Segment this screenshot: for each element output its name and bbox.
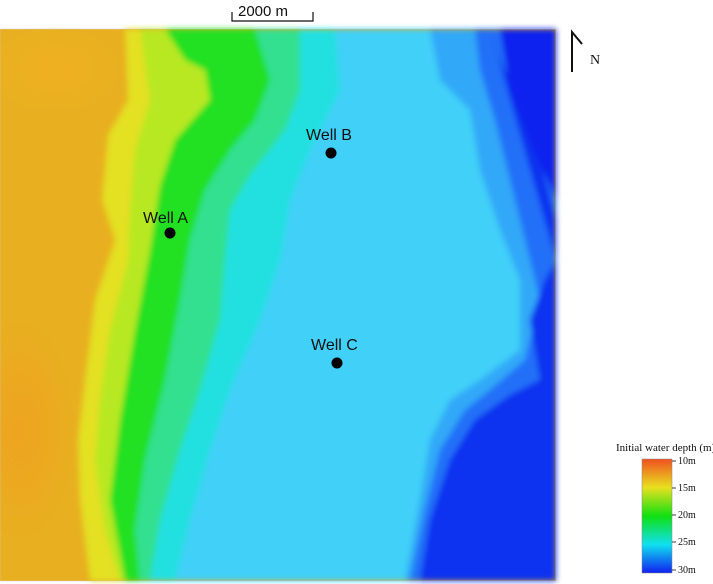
legend-ticks: 10m 15m 20m 25m 30m [672,456,696,576]
well-c-marker[interactable] [331,357,343,369]
well-a-label: Well A [143,210,188,227]
well-b[interactable]: Well B [306,127,352,159]
scale-bar-label: 2000 m [238,3,288,20]
well-a[interactable]: Well A [143,210,188,239]
scale-bar-line [231,12,314,22]
legend: Initial water depth (m) 10m 15m 20m 25m … [616,442,713,576]
north-arrow-icon [571,29,583,72]
depth-zone-orange-south [0,310,80,550]
north-arrow: N [571,29,600,72]
well-b-marker[interactable] [325,147,337,159]
legend-tick-25: 25m [678,537,696,548]
legend-tick-15: 15m [678,483,696,494]
well-a-marker[interactable] [164,227,176,239]
well-c-label: Well C [311,337,358,354]
depth-field [0,25,557,582]
scale-bar: 2000 m [231,3,314,22]
legend-title: Initial water depth (m) [616,442,713,454]
depth-zone-deep-blue-east [500,29,556,200]
legend-tick-10: 10m [678,456,696,467]
well-b-label: Well B [306,127,352,144]
north-arrow-label: N [590,53,600,68]
legend-tick-30: 30m [678,565,696,576]
depth-zone-orange-north [0,25,125,115]
depth-zone-deep-blue [420,29,556,581]
map-frame [0,28,557,582]
legend-color-ramp [641,458,673,574]
well-c[interactable]: Well C [311,337,358,369]
legend-tick-20: 20m [678,510,696,521]
